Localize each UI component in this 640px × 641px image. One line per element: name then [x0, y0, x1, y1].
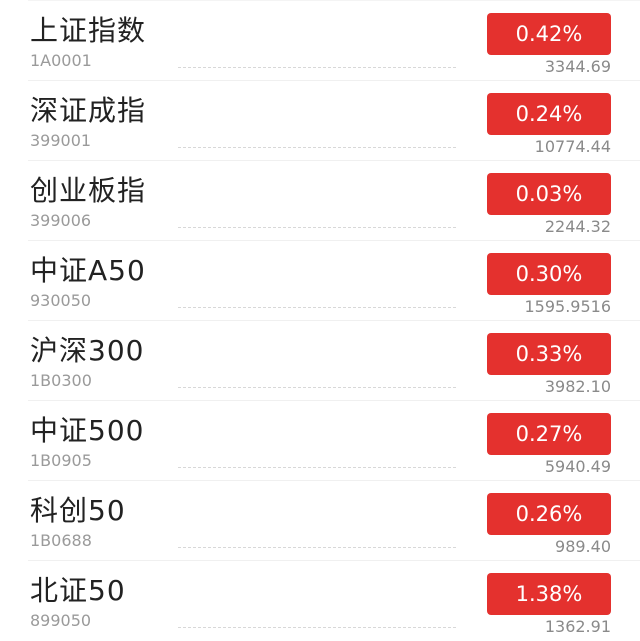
dotted-divider	[178, 547, 456, 548]
change-badge[interactable]: 0.24%	[487, 93, 611, 135]
index-name: 中证A50	[30, 254, 146, 287]
index-name: 中证500	[30, 414, 145, 447]
index-name: 创业板指	[30, 174, 147, 207]
index-row[interactable]: 沪深300 1B0300 0.33% 3982.10	[28, 320, 640, 400]
index-value: 3344.69	[544, 57, 611, 76]
index-row[interactable]: 创业板指 399006 0.03% 2244.32	[28, 160, 640, 240]
index-name: 上证指数	[30, 14, 147, 47]
dotted-divider	[178, 627, 456, 628]
dotted-divider	[178, 467, 456, 468]
dotted-divider	[178, 67, 456, 68]
index-code: 1B0300	[30, 371, 92, 390]
change-badge[interactable]: 0.26%	[487, 493, 611, 535]
index-value: 3982.10	[544, 377, 611, 396]
index-name: 沪深300	[30, 334, 145, 367]
index-code: 1B0905	[30, 451, 92, 470]
index-value: 2244.32	[544, 217, 611, 236]
dotted-divider	[178, 147, 456, 148]
change-badge[interactable]: 0.42%	[487, 13, 611, 55]
index-value: 989.40	[555, 537, 611, 556]
index-row[interactable]: 深证成指 399001 0.24% 10774.44	[28, 80, 640, 160]
index-name: 北证50	[30, 574, 126, 607]
index-value: 1362.91	[544, 617, 611, 636]
dotted-divider	[178, 387, 456, 388]
index-row[interactable]: 上证指数 1A0001 0.42% 3344.69	[28, 0, 640, 80]
index-name: 科创50	[30, 494, 126, 527]
index-code: 899050	[30, 611, 92, 630]
index-code: 399006	[30, 211, 92, 230]
index-value: 10774.44	[534, 137, 611, 156]
index-value: 5940.49	[544, 457, 611, 476]
index-row[interactable]: 北证50 899050 1.38% 1362.91	[28, 560, 640, 640]
index-code: 1B0688	[30, 531, 92, 550]
index-code: 1A0001	[30, 51, 92, 70]
index-code: 930050	[30, 291, 92, 310]
index-value: 1595.9516	[524, 297, 611, 316]
index-row[interactable]: 科创50 1B0688 0.26% 989.40	[28, 480, 640, 560]
index-row[interactable]: 中证A50 930050 0.30% 1595.9516	[28, 240, 640, 320]
index-code: 399001	[30, 131, 92, 150]
change-badge[interactable]: 0.27%	[487, 413, 611, 455]
dotted-divider	[178, 227, 456, 228]
change-badge[interactable]: 0.30%	[487, 253, 611, 295]
change-badge[interactable]: 0.33%	[487, 333, 611, 375]
change-badge[interactable]: 1.38%	[487, 573, 611, 615]
change-badge[interactable]: 0.03%	[487, 173, 611, 215]
dotted-divider	[178, 307, 456, 308]
index-row[interactable]: 中证500 1B0905 0.27% 5940.49	[28, 400, 640, 480]
index-name: 深证成指	[30, 94, 147, 127]
